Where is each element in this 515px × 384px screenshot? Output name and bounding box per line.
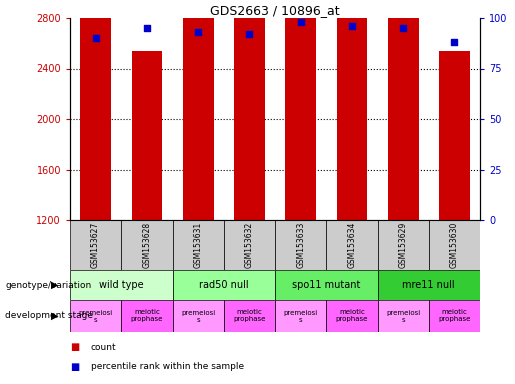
- Text: count: count: [91, 343, 116, 352]
- Bar: [121, 300, 173, 332]
- Bar: [429, 300, 480, 332]
- Bar: [275, 270, 377, 300]
- Bar: [70, 300, 121, 332]
- Bar: [224, 300, 275, 332]
- Bar: [70, 270, 173, 300]
- Text: premeiosi
s: premeiosi s: [181, 310, 215, 323]
- Bar: [173, 220, 224, 270]
- Text: mre11 null: mre11 null: [402, 280, 455, 290]
- Bar: [183, 0, 214, 220]
- Text: ▶: ▶: [51, 311, 58, 321]
- Text: genotype/variation: genotype/variation: [5, 280, 91, 290]
- Text: rad50 null: rad50 null: [199, 280, 249, 290]
- Bar: [131, 51, 162, 220]
- Text: meiotic
prophase: meiotic prophase: [438, 310, 471, 323]
- Bar: [377, 300, 429, 332]
- Text: GSM153634: GSM153634: [348, 222, 356, 268]
- Bar: [377, 220, 429, 270]
- Bar: [173, 300, 224, 332]
- Text: GSM153627: GSM153627: [91, 222, 100, 268]
- Text: meiotic
prophase: meiotic prophase: [336, 310, 368, 323]
- Text: GSM153628: GSM153628: [142, 222, 151, 268]
- Bar: [70, 220, 121, 270]
- Point: [297, 19, 305, 25]
- Point: [194, 29, 202, 35]
- Bar: [388, 0, 419, 220]
- Text: wild type: wild type: [99, 280, 144, 290]
- Point: [143, 25, 151, 31]
- Point: [399, 25, 407, 31]
- Bar: [275, 300, 326, 332]
- Text: premeiosi
s: premeiosi s: [283, 310, 318, 323]
- Bar: [285, 0, 316, 220]
- Text: GSM153630: GSM153630: [450, 222, 459, 268]
- Bar: [336, 0, 367, 220]
- Text: GSM153632: GSM153632: [245, 222, 254, 268]
- Text: development stage: development stage: [5, 311, 93, 321]
- Bar: [326, 300, 377, 332]
- Text: meiotic
prophase: meiotic prophase: [233, 310, 266, 323]
- Text: spo11 mutant: spo11 mutant: [292, 280, 360, 290]
- Point: [348, 23, 356, 29]
- Point: [450, 39, 458, 45]
- Bar: [224, 220, 275, 270]
- Text: percentile rank within the sample: percentile rank within the sample: [91, 362, 244, 371]
- Bar: [275, 220, 326, 270]
- Text: premeiosi
s: premeiosi s: [78, 310, 113, 323]
- Text: GSM153633: GSM153633: [296, 222, 305, 268]
- Point: [92, 35, 100, 41]
- Point: [245, 31, 253, 37]
- Bar: [429, 220, 480, 270]
- Bar: [121, 220, 173, 270]
- Bar: [439, 51, 470, 220]
- Title: GDS2663 / 10896_at: GDS2663 / 10896_at: [210, 4, 340, 17]
- Bar: [80, 0, 111, 220]
- Text: ■: ■: [70, 362, 79, 372]
- Text: GSM153631: GSM153631: [194, 222, 202, 268]
- Bar: [377, 270, 480, 300]
- Bar: [326, 220, 377, 270]
- Text: premeiosi
s: premeiosi s: [386, 310, 420, 323]
- Text: meiotic
prophase: meiotic prophase: [131, 310, 163, 323]
- Text: ■: ■: [70, 343, 79, 353]
- Text: ▶: ▶: [51, 280, 58, 290]
- Bar: [173, 270, 275, 300]
- Bar: [234, 0, 265, 220]
- Text: GSM153629: GSM153629: [399, 222, 408, 268]
